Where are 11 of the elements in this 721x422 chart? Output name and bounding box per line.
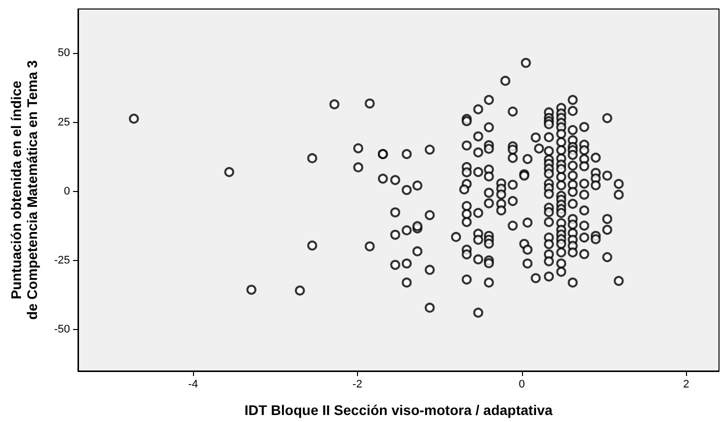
x-tick-label: -2 [352,378,362,390]
y-tick-label: 0 [64,185,70,198]
x-axis-title: IDT Bloque II Sección viso-motora / adaptativa [244,402,553,418]
y-tick-label: -25 [54,254,70,266]
x-tick-label: -4 [188,378,198,390]
x-tick-label: 2 [683,378,690,390]
y-axis-title: Puntuación obtenida en el índice de Competencia Matemática en Tema 3 [8,60,40,320]
y-tick-label: 25 [58,116,70,128]
y-tick-label: 50 [58,47,70,60]
y-tick-label: -50 [54,324,70,336]
x-tick-label: 0 [518,378,525,390]
